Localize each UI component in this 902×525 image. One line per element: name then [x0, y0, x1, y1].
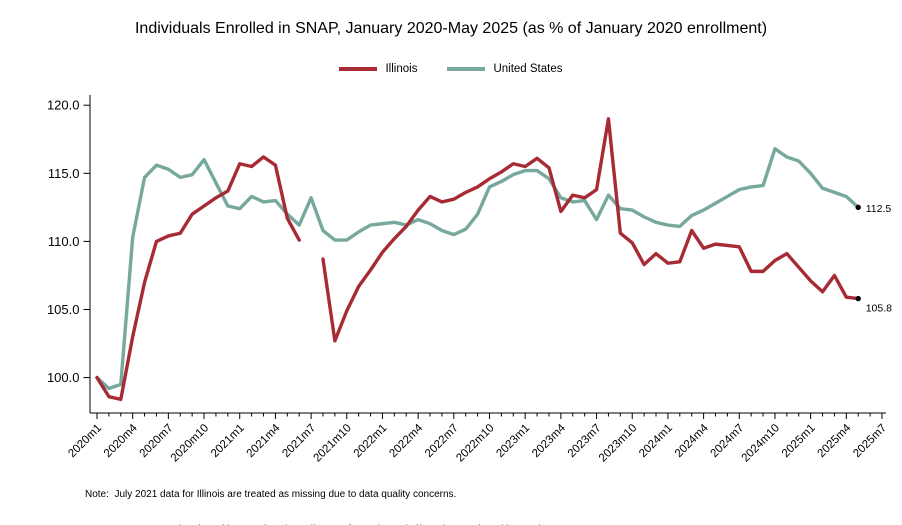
x-tick-label: 2021m4 [245, 422, 283, 460]
series-line-illinois [95, 117, 860, 402]
x-tick-label: 2023m10 [597, 422, 639, 464]
x-tick-label: 2024m1 [637, 422, 675, 460]
x-tick-label: 2025m4 [816, 422, 854, 460]
united-states-line-swatch [447, 67, 486, 71]
legend-item-illinois: Illinois [339, 63, 417, 75]
x-tick-label: 2023m4 [530, 422, 568, 460]
legend-label-illinois: Illinois [385, 63, 418, 75]
series-line-united-states [95, 147, 860, 391]
x-tick-label: 2021m10 [311, 422, 353, 464]
source-notes: Note: July 2021 data for Illinois are tr… [85, 466, 639, 525]
x-tick-label: 2025m7 [851, 422, 889, 460]
x-axis-ticks: 2020m12020m42020m72020m102021m12021m4202… [66, 413, 889, 465]
chart-title: Individuals Enrolled in SNAP, January 20… [134, 20, 768, 37]
x-tick-label: 2024m4 [673, 422, 711, 460]
end-marker-united-states: 112.5 [855, 203, 892, 215]
x-tick-label: 2020m4 [102, 422, 140, 460]
y-tick-label: 115.0 [48, 166, 80, 181]
end-value-label: 112.5 [866, 203, 892, 215]
axes [89, 95, 886, 414]
end-value-label: 105.8 [866, 303, 892, 315]
x-tick-label: 2022m4 [387, 422, 425, 460]
chart-legend: Illinois United States [0, 63, 902, 75]
x-tick-label: 2020m10 [169, 422, 211, 464]
legend-item-united-states: United States [447, 63, 563, 75]
x-tick-label: 2020m1 [66, 422, 104, 460]
x-tick-label: 2022m10 [454, 422, 496, 464]
x-tick-label: 2021m1 [209, 422, 247, 460]
y-tick-label: 120.0 [47, 98, 80, 113]
y-tick-label: 110.0 [48, 234, 80, 249]
y-tick-label: 100.0 [47, 370, 80, 385]
end-marker-illinois: 105.8 [855, 295, 892, 315]
x-tick-label: 2023m1 [494, 422, 532, 460]
note-line-source: Source: USDA, Food and Nutrition Service… [85, 524, 639, 525]
y-axis-ticks: 100.0 105.0 110.0 115.0 120.0 [47, 98, 90, 385]
note-line-quality: Note: July 2021 data for Illinois are tr… [85, 489, 457, 500]
x-tick-label: 2025m1 [780, 422, 818, 460]
x-tick-label: 2022m1 [352, 422, 390, 460]
illinois-line-swatch [339, 67, 378, 71]
x-tick-label: 2024m10 [740, 422, 782, 464]
y-tick-label: 105.0 [47, 302, 80, 317]
legend-label-united-states: United States [493, 63, 563, 75]
